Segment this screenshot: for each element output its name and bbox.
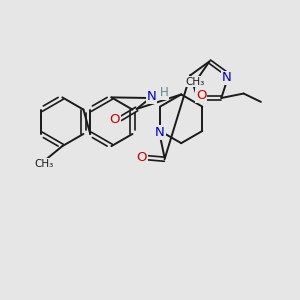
Text: N: N xyxy=(155,126,165,139)
Text: N: N xyxy=(221,71,231,84)
Text: CH₃: CH₃ xyxy=(35,159,54,169)
Text: N: N xyxy=(147,90,156,103)
Text: H: H xyxy=(160,86,168,99)
Text: CH₃: CH₃ xyxy=(186,76,205,87)
Text: O: O xyxy=(110,113,120,126)
Text: O: O xyxy=(196,89,206,102)
Text: O: O xyxy=(137,151,147,164)
